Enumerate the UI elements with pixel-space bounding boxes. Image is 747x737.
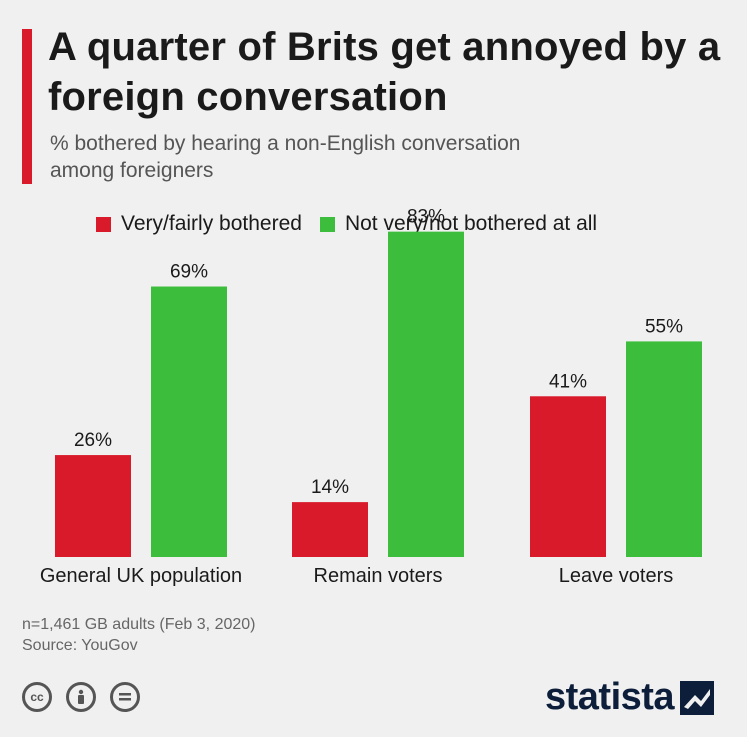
title-accent-bar	[22, 29, 32, 184]
chart-subtitle: % bothered by hearing a non-English conv…	[50, 132, 521, 182]
chart-title: A quarter of Brits get annoyed by a fore…	[48, 25, 721, 119]
category-label-2: Leave voters	[559, 565, 674, 587]
legend-label-not-bothered: Not very/not bothered at all	[344, 212, 598, 235]
attribution-icon[interactable]	[66, 682, 96, 712]
creative-commons-icon[interactable]: cc	[22, 682, 52, 712]
no-derivatives-icon[interactable]	[110, 682, 140, 712]
bar-not-bothered-1	[388, 231, 464, 557]
bar-bothered-2	[530, 396, 606, 557]
legend-item-not-bothered: Not very/not bothered at all	[319, 212, 598, 236]
statista-logo-icon	[680, 680, 715, 715]
data-label-bothered-0: 26%	[74, 430, 112, 451]
data-label-not-bothered-0: 69%	[170, 262, 208, 283]
category-label-0: General UK population	[40, 565, 242, 587]
legend: Very/fairly bothered Not very/not bother…	[96, 212, 615, 236]
bar-bothered-1	[292, 502, 368, 557]
footnote: n=1,461 GB adults (Feb 3, 2020) Source: …	[22, 614, 255, 656]
data-label-not-bothered-2: 55%	[645, 316, 683, 337]
sample-note: n=1,461 GB adults (Feb 3, 2020)	[22, 616, 256, 633]
category-label-1: Remain voters	[314, 565, 443, 587]
bar-bothered-0	[55, 455, 131, 557]
legend-swatch-not-bothered	[319, 216, 335, 232]
legend-label-bothered: Very/fairly bothered	[121, 212, 302, 235]
statista-wordmark: statista	[545, 676, 675, 718]
legend-item-bothered: Very/fairly bothered	[96, 212, 302, 236]
statista-brand[interactable]: statista	[545, 676, 715, 719]
source-note: Source: YouGov	[22, 637, 138, 654]
bar-chart: 26% 69% General UK population 14% 83% Remain …	[40, 207, 702, 587]
data-label-bothered-2: 41%	[549, 371, 587, 392]
bar-not-bothered-2	[626, 341, 702, 557]
data-label-not-bothered-1: 83%	[407, 207, 445, 228]
legend-swatch-bothered	[96, 216, 111, 232]
license-icons: cc	[22, 682, 154, 712]
bar-not-bothered-0	[151, 286, 227, 557]
data-label-bothered-1: 14%	[311, 477, 349, 498]
